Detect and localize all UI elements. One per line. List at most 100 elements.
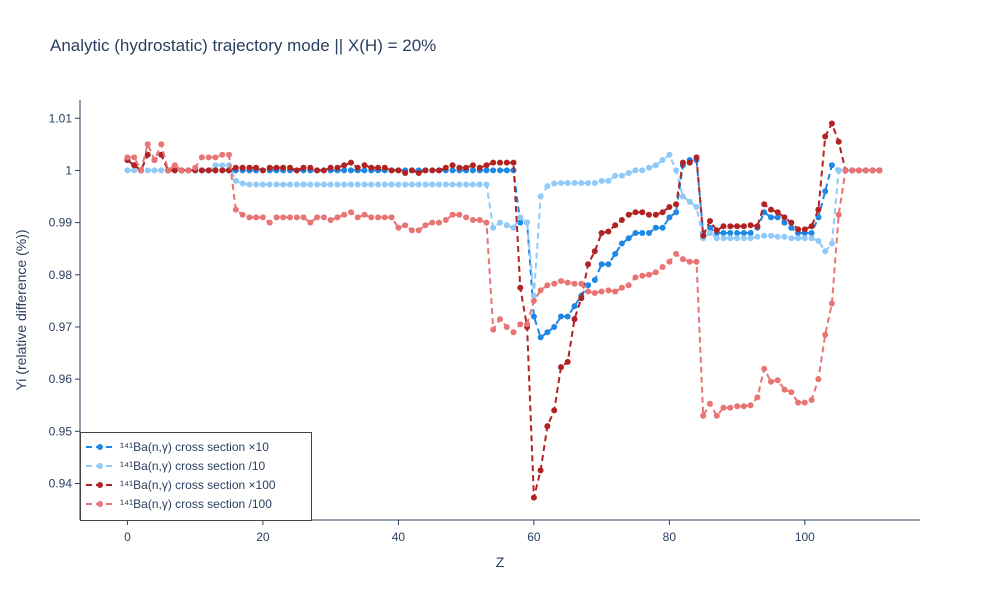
data-point <box>544 329 551 336</box>
data-point <box>341 181 348 188</box>
legend-label: ¹⁴¹Ba(n,γ) cross section /10 <box>120 459 266 473</box>
data-point <box>544 183 551 190</box>
data-point <box>510 224 517 231</box>
data-point <box>788 389 795 396</box>
data-point <box>449 162 456 169</box>
legend-label: ¹⁴¹Ba(n,γ) cross section /100 <box>120 497 272 511</box>
data-point <box>720 223 727 230</box>
data-point <box>659 264 666 270</box>
data-point <box>408 181 415 188</box>
data-point <box>822 331 829 338</box>
data-point <box>740 403 747 410</box>
y-tick-label: 0.98 <box>49 268 73 282</box>
data-point <box>205 154 212 161</box>
data-point <box>618 284 625 291</box>
data-point <box>605 287 612 294</box>
data-point <box>747 222 754 229</box>
data-point <box>124 154 131 161</box>
data-point <box>497 316 503 323</box>
data-point <box>273 164 280 171</box>
data-point <box>402 170 409 176</box>
data-point <box>781 219 788 226</box>
data-point <box>768 232 774 239</box>
data-point <box>551 407 558 414</box>
data-point <box>287 164 293 171</box>
data-point <box>415 227 422 234</box>
data-point <box>348 181 354 188</box>
data-point <box>788 219 795 226</box>
data-point <box>828 120 835 127</box>
data-point <box>673 209 680 216</box>
data-point <box>246 214 253 221</box>
data-point <box>334 214 341 221</box>
data-point <box>463 214 470 221</box>
data-point <box>713 227 720 234</box>
data-point <box>679 256 686 263</box>
legend-item[interactable]: ¹⁴¹Ba(n,γ) cross section ×100 <box>86 478 276 492</box>
data-point <box>652 211 659 218</box>
data-point <box>429 167 436 174</box>
data-point <box>171 167 178 174</box>
data-point <box>693 154 700 161</box>
data-point <box>497 167 503 174</box>
data-point <box>307 219 314 226</box>
data-point <box>781 214 788 221</box>
data-point <box>740 235 747 242</box>
data-point <box>320 167 327 174</box>
data-point <box>740 223 747 230</box>
data-point <box>788 224 795 231</box>
data-point <box>598 230 605 236</box>
data-point <box>490 224 497 231</box>
data-point <box>334 164 341 171</box>
data-point <box>320 181 327 188</box>
data-point <box>727 404 734 411</box>
data-point <box>212 154 219 161</box>
data-point <box>707 400 713 407</box>
data-point <box>517 284 524 291</box>
data-point <box>652 224 659 231</box>
data-point <box>436 219 442 226</box>
legend-box <box>80 432 312 521</box>
data-point <box>747 235 754 242</box>
data-point <box>707 218 713 224</box>
legend[interactable]: ¹⁴¹Ba(n,γ) cross section ×10 ¹⁴¹Ba(n,γ) c… <box>80 432 312 521</box>
data-point <box>828 300 835 307</box>
legend-item[interactable]: ¹⁴¹Ba(n,γ) cross section /100 <box>86 497 272 511</box>
data-point <box>828 162 835 169</box>
data-point <box>530 292 537 299</box>
data-point <box>273 214 280 221</box>
data-point <box>287 181 293 188</box>
chart-title: Analytic (hydrostatic) trajectory mode |… <box>50 36 436 55</box>
data-point <box>341 162 348 169</box>
data-point <box>585 261 592 268</box>
data-point <box>436 181 442 188</box>
data-point <box>327 217 334 223</box>
data-point <box>368 164 375 171</box>
data-point <box>307 181 314 188</box>
data-point <box>361 181 368 188</box>
legend-item[interactable]: ¹⁴¹Ba(n,γ) cross section /10 <box>86 459 266 473</box>
data-point <box>822 133 829 140</box>
y-tick-label: 0.96 <box>49 372 73 386</box>
data-point <box>652 162 659 169</box>
data-point <box>537 334 544 341</box>
data-point <box>381 214 388 221</box>
data-point <box>151 157 158 163</box>
data-point <box>469 181 476 188</box>
data-point <box>747 402 754 409</box>
data-point <box>815 376 822 383</box>
data-point <box>754 233 761 240</box>
data-point <box>158 141 165 148</box>
data-point <box>801 235 808 242</box>
data-point <box>375 181 382 188</box>
data-point <box>578 295 585 302</box>
data-point <box>402 181 409 188</box>
data-point <box>646 271 652 278</box>
data-point <box>327 164 334 171</box>
legend-item[interactable]: ¹⁴¹Ba(n,γ) cross section ×10 <box>86 440 269 454</box>
data-point <box>618 240 625 247</box>
legend-swatch-marker <box>97 482 103 488</box>
data-point <box>476 164 483 171</box>
data-point <box>679 193 686 200</box>
data-point <box>558 278 564 284</box>
